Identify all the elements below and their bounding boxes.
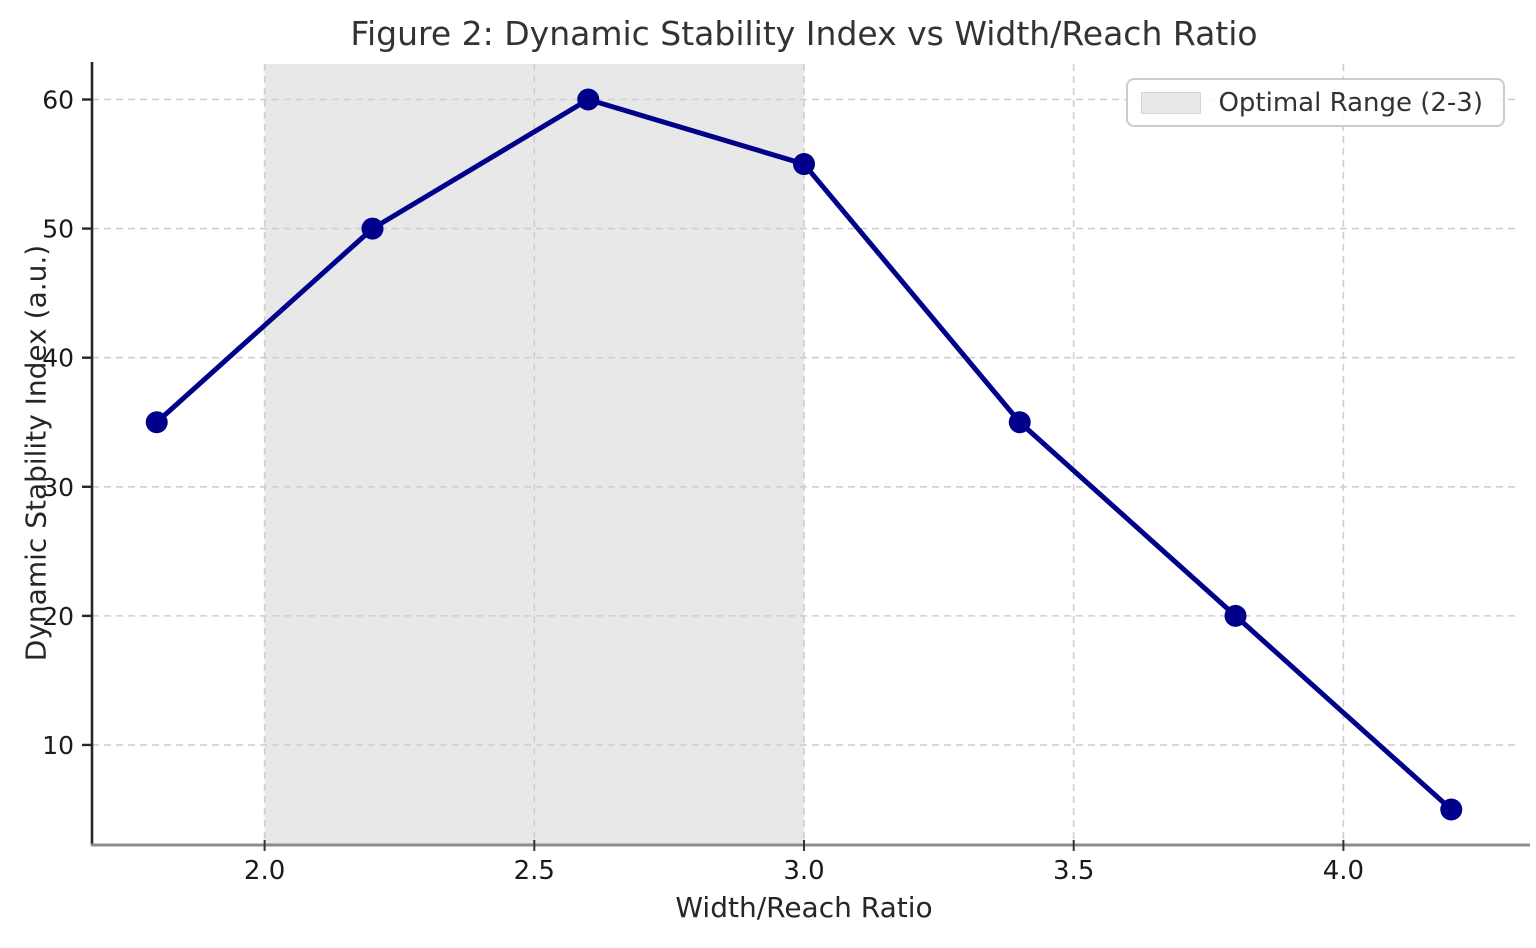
x-axis-label: Width/Reach Ratio	[675, 891, 933, 924]
y-tick-label: 30	[42, 473, 74, 502]
legend-swatch-optimal-range-icon	[1141, 91, 1202, 114]
chart-title: Figure 2: Dynamic Stability Index vs Wid…	[350, 14, 1258, 53]
y-tick-label: 10	[42, 731, 74, 760]
data-point	[1224, 604, 1247, 627]
y-tick-label: 40	[42, 344, 74, 373]
data-point	[145, 411, 168, 434]
x-tick-label: 4.0	[1323, 856, 1364, 886]
y-axis-label: Dynamic Stability Index (a.u.)	[19, 244, 53, 662]
y-tick-label: 60	[42, 86, 74, 115]
legend-label: Optimal Range (2-3)	[1218, 87, 1483, 118]
x-tick-label: 2.5	[514, 856, 555, 886]
legend: Optimal Range (2-3)	[1126, 78, 1505, 127]
data-point	[1008, 411, 1031, 434]
x-tick-label: 3.0	[783, 856, 824, 886]
x-tick-label: 2.0	[244, 856, 285, 886]
data-point	[1440, 798, 1463, 821]
x-tick-label: 3.5	[1053, 856, 1094, 886]
data-point	[577, 88, 600, 111]
data-point	[793, 153, 815, 176]
y-tick-label: 50	[42, 215, 74, 244]
y-tick-label: 20	[42, 602, 74, 631]
data-point	[361, 217, 384, 240]
